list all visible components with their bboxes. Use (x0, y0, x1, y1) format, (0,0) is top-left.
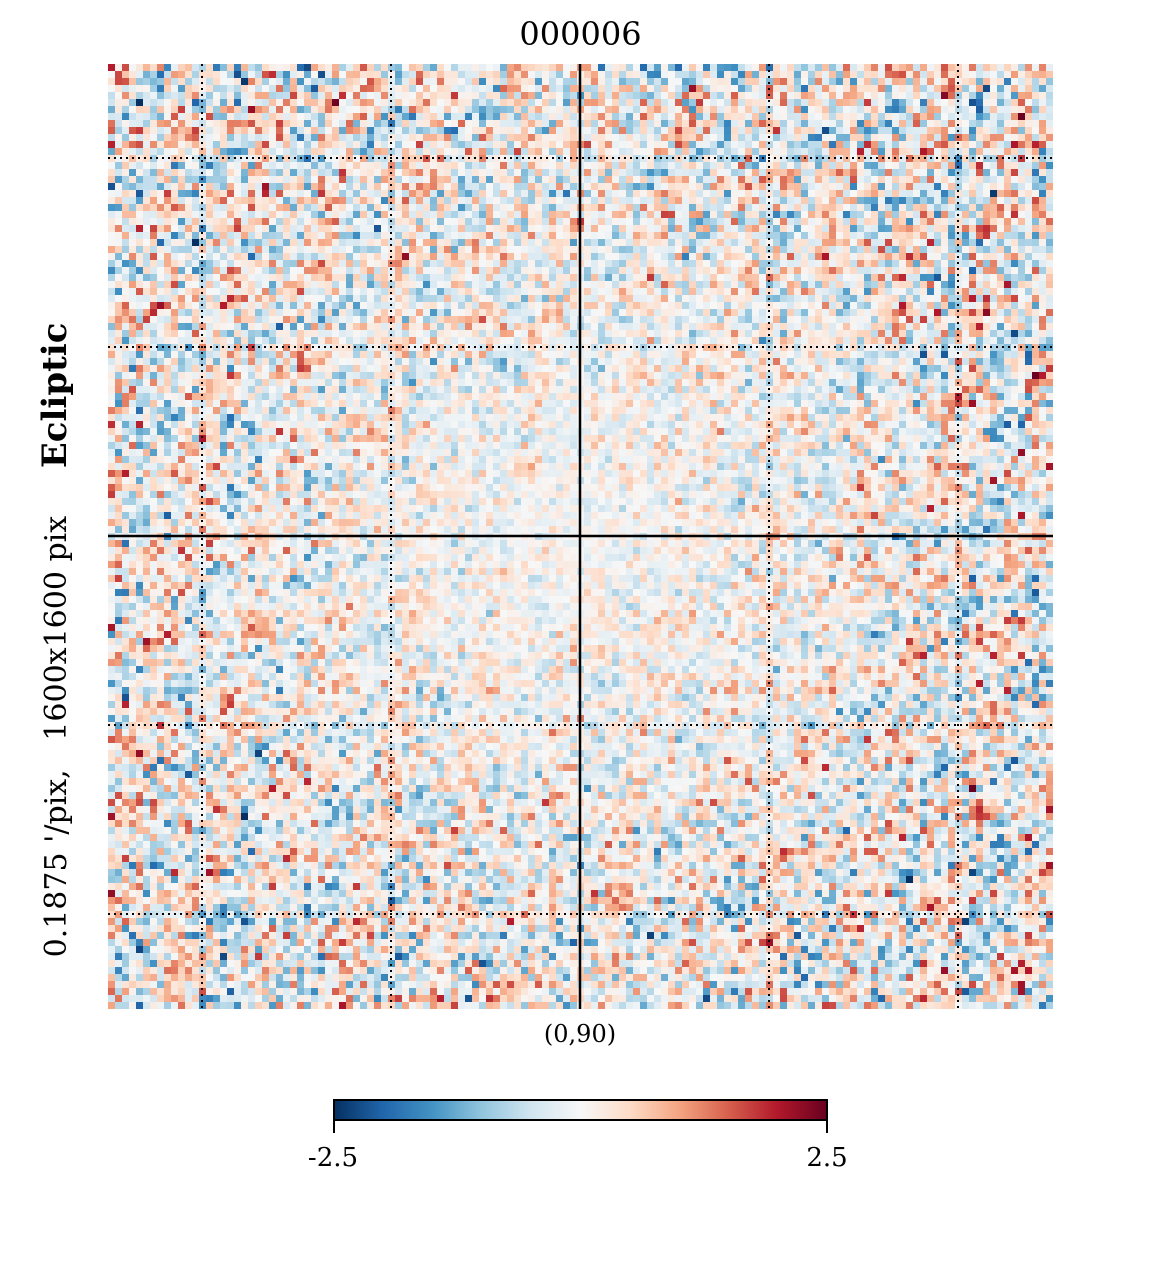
colorbar (333, 1099, 828, 1159)
center-coordinate-label: (0,90) (543, 1020, 617, 1048)
graticule-lines (108, 64, 1053, 1009)
colorbar-svg (333, 1099, 828, 1133)
coord-system-label: Ecliptic (35, 322, 75, 469)
size-label: 1600x1600 pix (39, 515, 74, 741)
colorbar-min-label: -2.5 (307, 1143, 359, 1173)
chart-title: 000006 (519, 15, 642, 53)
resolution-label: 0.1875 '/pix, (39, 769, 74, 958)
center-cross-lines (108, 64, 1053, 1009)
colorbar-max-label: 2.5 (806, 1143, 848, 1173)
colorbar-gradient (333, 1099, 828, 1121)
map-canvas (108, 64, 1053, 1009)
gnomonic-map (108, 64, 1053, 1009)
